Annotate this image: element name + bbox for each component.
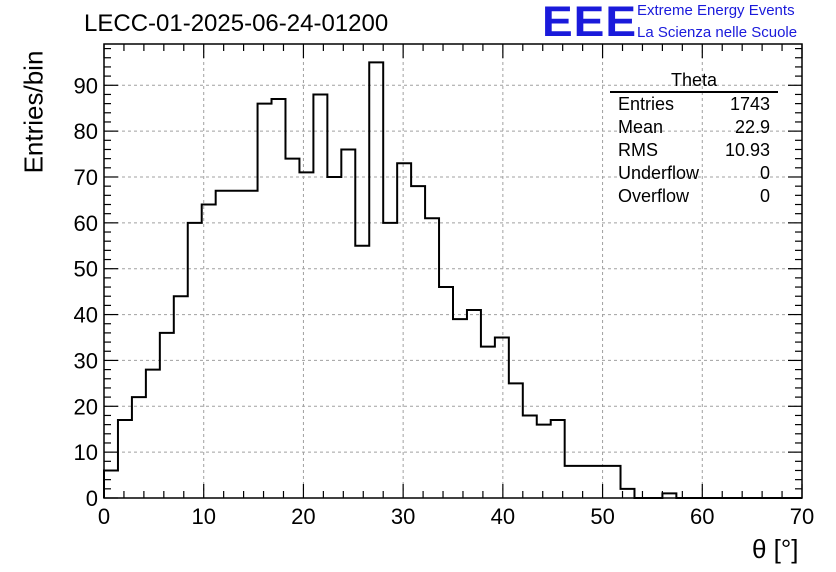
histogram-bin	[397, 163, 411, 498]
histogram-bin	[132, 397, 146, 498]
histogram-bin	[425, 218, 439, 498]
y-tick-label: 80	[74, 119, 98, 144]
stats-box: Theta Entries 1743 Mean 22.9 RMS 10.93 U…	[610, 70, 778, 208]
stats-row-rms: RMS 10.93	[610, 139, 778, 162]
histogram-bin	[411, 186, 425, 498]
axis-ticks	[103, 44, 803, 499]
histogram-bin	[118, 420, 132, 498]
y-tick-label: 60	[74, 211, 98, 236]
histogram-series-theta	[103, 61, 802, 499]
histogram-bin	[285, 159, 299, 498]
stats-value: 0	[759, 186, 770, 206]
histogram-bins	[104, 62, 676, 498]
histogram-bin	[160, 333, 174, 498]
histogram-bin	[258, 104, 272, 498]
histogram-bin	[565, 466, 579, 498]
stats-row-overflow: Overflow 0	[610, 185, 778, 208]
y-tick-label: 40	[74, 303, 98, 328]
histogram-bin	[341, 149, 355, 498]
stats-value: 22.9	[734, 117, 770, 137]
histogram-bin	[313, 94, 327, 498]
histogram-bin	[439, 287, 453, 498]
y-tick-label: 90	[74, 73, 98, 98]
histogram-bin	[146, 370, 160, 498]
stats-row-mean: Mean 22.9	[610, 116, 778, 139]
histogram-bin	[551, 420, 565, 498]
logo-subtitle-line1: Extreme Energy Events	[637, 2, 795, 19]
histogram-bin	[383, 223, 397, 498]
tick-labels: 0 10 20 30 40 50 60 70 0 10 20 30 40 50 60 70 80 90	[74, 73, 815, 529]
histogram-bin	[216, 191, 230, 498]
stats-value: 0	[759, 163, 770, 183]
histogram-bin	[523, 415, 537, 498]
x-tick-label: 40	[491, 504, 515, 529]
histogram-bin	[495, 337, 509, 498]
x-tick-label: 10	[191, 504, 215, 529]
eee-logo: EEE	[542, 0, 638, 46]
stats-label: RMS	[618, 140, 658, 160]
x-tick-label: 0	[98, 504, 110, 529]
histogram-bin	[299, 172, 313, 498]
histogram-bin	[537, 425, 551, 498]
stats-label: Overflow	[618, 186, 690, 206]
histogram-bin	[453, 319, 467, 498]
histogram-bin	[509, 383, 523, 498]
x-axis-label: θ [°]	[752, 534, 799, 564]
y-axis-label: Entries/bin	[18, 50, 49, 174]
histogram-bin	[327, 177, 341, 498]
histogram-bin	[104, 470, 118, 498]
histogram-bin	[355, 246, 369, 498]
plot-frame	[103, 43, 803, 499]
x-tick-label: 20	[291, 504, 315, 529]
y-tick-label: 70	[74, 165, 98, 190]
stats-row-entries: Entries 1743	[610, 93, 778, 116]
chart-title: LECC-01-2025-06-24-01200	[84, 10, 389, 37]
histogram-bin	[579, 466, 593, 498]
logo-subtitle-line2: La Scienza nelle Scuole	[637, 24, 798, 41]
histogram-bin	[272, 99, 286, 498]
histogram-bin	[369, 62, 383, 498]
y-tick-label: 20	[74, 394, 98, 419]
x-tick-label: 30	[391, 504, 415, 529]
histogram-bin	[174, 296, 188, 498]
stats-row-underflow: Underflow 0	[610, 162, 778, 185]
stats-value: 1743	[729, 94, 770, 114]
x-tick-label: 60	[690, 504, 714, 529]
x-tick-label: 70	[790, 504, 814, 529]
histogram-bin	[467, 310, 481, 498]
histogram-bin	[593, 466, 607, 498]
y-tick-label: 0	[86, 486, 98, 511]
stats-title: Theta	[610, 70, 778, 93]
stats-label: Underflow	[618, 163, 700, 183]
y-tick-label: 30	[74, 348, 98, 373]
x-tick-label: 50	[590, 504, 614, 529]
stats-label: Entries	[618, 94, 675, 114]
y-tick-label: 50	[74, 257, 98, 282]
histogram-bin	[607, 466, 621, 498]
histogram-bin	[481, 347, 495, 498]
stats-value: 10.93	[724, 140, 770, 160]
stats-label: Mean	[618, 117, 664, 137]
y-tick-label: 10	[74, 440, 98, 465]
